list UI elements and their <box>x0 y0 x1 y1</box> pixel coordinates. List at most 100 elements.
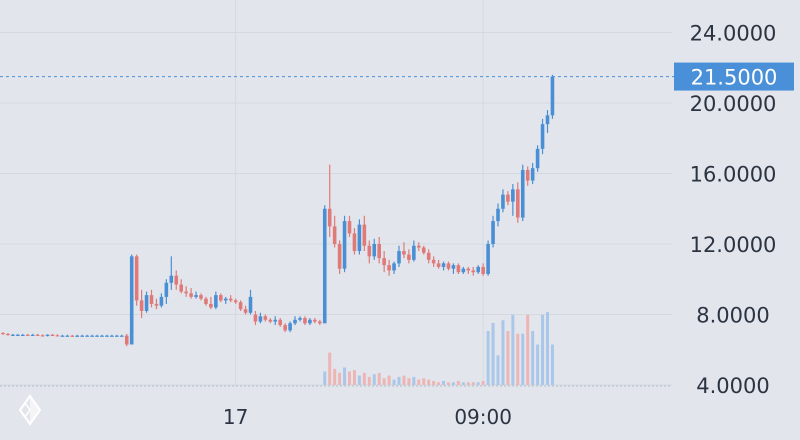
candle-body <box>223 298 228 301</box>
candle <box>431 256 436 267</box>
current-price-label: 21.5000 <box>691 66 778 90</box>
candle-body <box>426 252 431 260</box>
candle-body <box>332 226 337 244</box>
volume-bar <box>531 331 535 385</box>
candle-body <box>159 296 164 306</box>
candle <box>179 279 183 294</box>
candle-body <box>337 244 342 269</box>
volume-bar <box>417 379 421 385</box>
candle-body <box>461 268 466 273</box>
volume-bar <box>442 380 446 385</box>
candle <box>120 334 124 337</box>
candle <box>421 245 426 255</box>
candle-body <box>6 333 10 336</box>
candle-body <box>139 300 144 311</box>
candle <box>520 164 525 222</box>
candle <box>318 319 322 326</box>
volume-bar <box>506 331 510 385</box>
candle-body <box>55 335 60 337</box>
candle <box>397 245 401 267</box>
candle-body <box>545 115 550 125</box>
candle-body <box>169 275 174 283</box>
y-tick-label: 4.0000 <box>696 374 769 398</box>
candle-body <box>397 251 401 264</box>
candle <box>110 334 114 337</box>
candle <box>506 191 510 206</box>
candle <box>199 293 203 301</box>
candle-body <box>204 298 208 304</box>
volume-bar <box>348 371 351 385</box>
candle <box>263 314 268 322</box>
candle <box>159 293 164 308</box>
candle <box>100 334 104 337</box>
candle <box>436 259 441 269</box>
volume-bar <box>447 382 450 385</box>
candle <box>50 333 55 337</box>
volume-bar <box>338 372 342 385</box>
volume-bar <box>516 333 520 385</box>
candle-body <box>407 254 411 260</box>
volume-bar <box>521 333 525 385</box>
candle-body <box>40 335 45 337</box>
candle-body <box>456 265 461 273</box>
candle-body <box>372 244 377 257</box>
candle <box>535 145 540 172</box>
candle <box>90 334 94 337</box>
candle-body <box>417 245 421 248</box>
candle <box>184 286 188 297</box>
candle-body <box>525 169 530 181</box>
volume-bar <box>392 379 396 385</box>
candle-body <box>530 168 535 181</box>
candle <box>293 316 297 326</box>
volume-bar <box>412 376 416 385</box>
candle <box>248 289 253 315</box>
candle <box>204 296 208 306</box>
candle-body <box>520 169 525 218</box>
candle-body <box>293 319 297 324</box>
candle <box>466 266 471 274</box>
candle-body <box>174 275 179 285</box>
candle <box>540 118 545 155</box>
candle <box>516 182 520 223</box>
candle <box>352 228 357 255</box>
candle <box>382 251 386 273</box>
candle <box>169 256 174 290</box>
volume-bar <box>377 372 381 385</box>
candle <box>367 240 372 264</box>
candle-body <box>129 256 134 345</box>
candle <box>303 316 307 326</box>
candle-body <box>476 266 480 273</box>
volume-bar <box>486 331 490 385</box>
candle-body <box>278 319 282 326</box>
candle <box>545 110 550 133</box>
y-tick-label: 12.0000 <box>690 233 777 257</box>
candle <box>357 219 362 255</box>
candle-body <box>367 245 372 257</box>
candle-body <box>318 321 322 324</box>
candle-body <box>194 295 198 297</box>
candle-body <box>95 335 99 337</box>
volume-bar <box>536 344 540 385</box>
candle-body <box>238 302 243 310</box>
candle <box>115 334 119 337</box>
candle <box>228 295 233 303</box>
candle-body <box>327 208 332 227</box>
volume-bar <box>546 312 549 385</box>
candle <box>417 242 421 252</box>
candle-body <box>441 263 446 267</box>
volume-bar <box>437 382 441 385</box>
candle-body <box>466 268 471 271</box>
candle <box>362 215 367 252</box>
candle-body <box>120 335 124 337</box>
candle-body <box>496 208 500 222</box>
volume-bar <box>402 375 406 385</box>
candle <box>154 298 159 310</box>
candle-body <box>85 335 89 337</box>
volume-bar <box>397 376 401 385</box>
candle <box>219 293 223 303</box>
volume-bar <box>323 371 327 385</box>
y-tick-label: 8.0000 <box>696 304 769 328</box>
volume-bar <box>343 367 347 385</box>
